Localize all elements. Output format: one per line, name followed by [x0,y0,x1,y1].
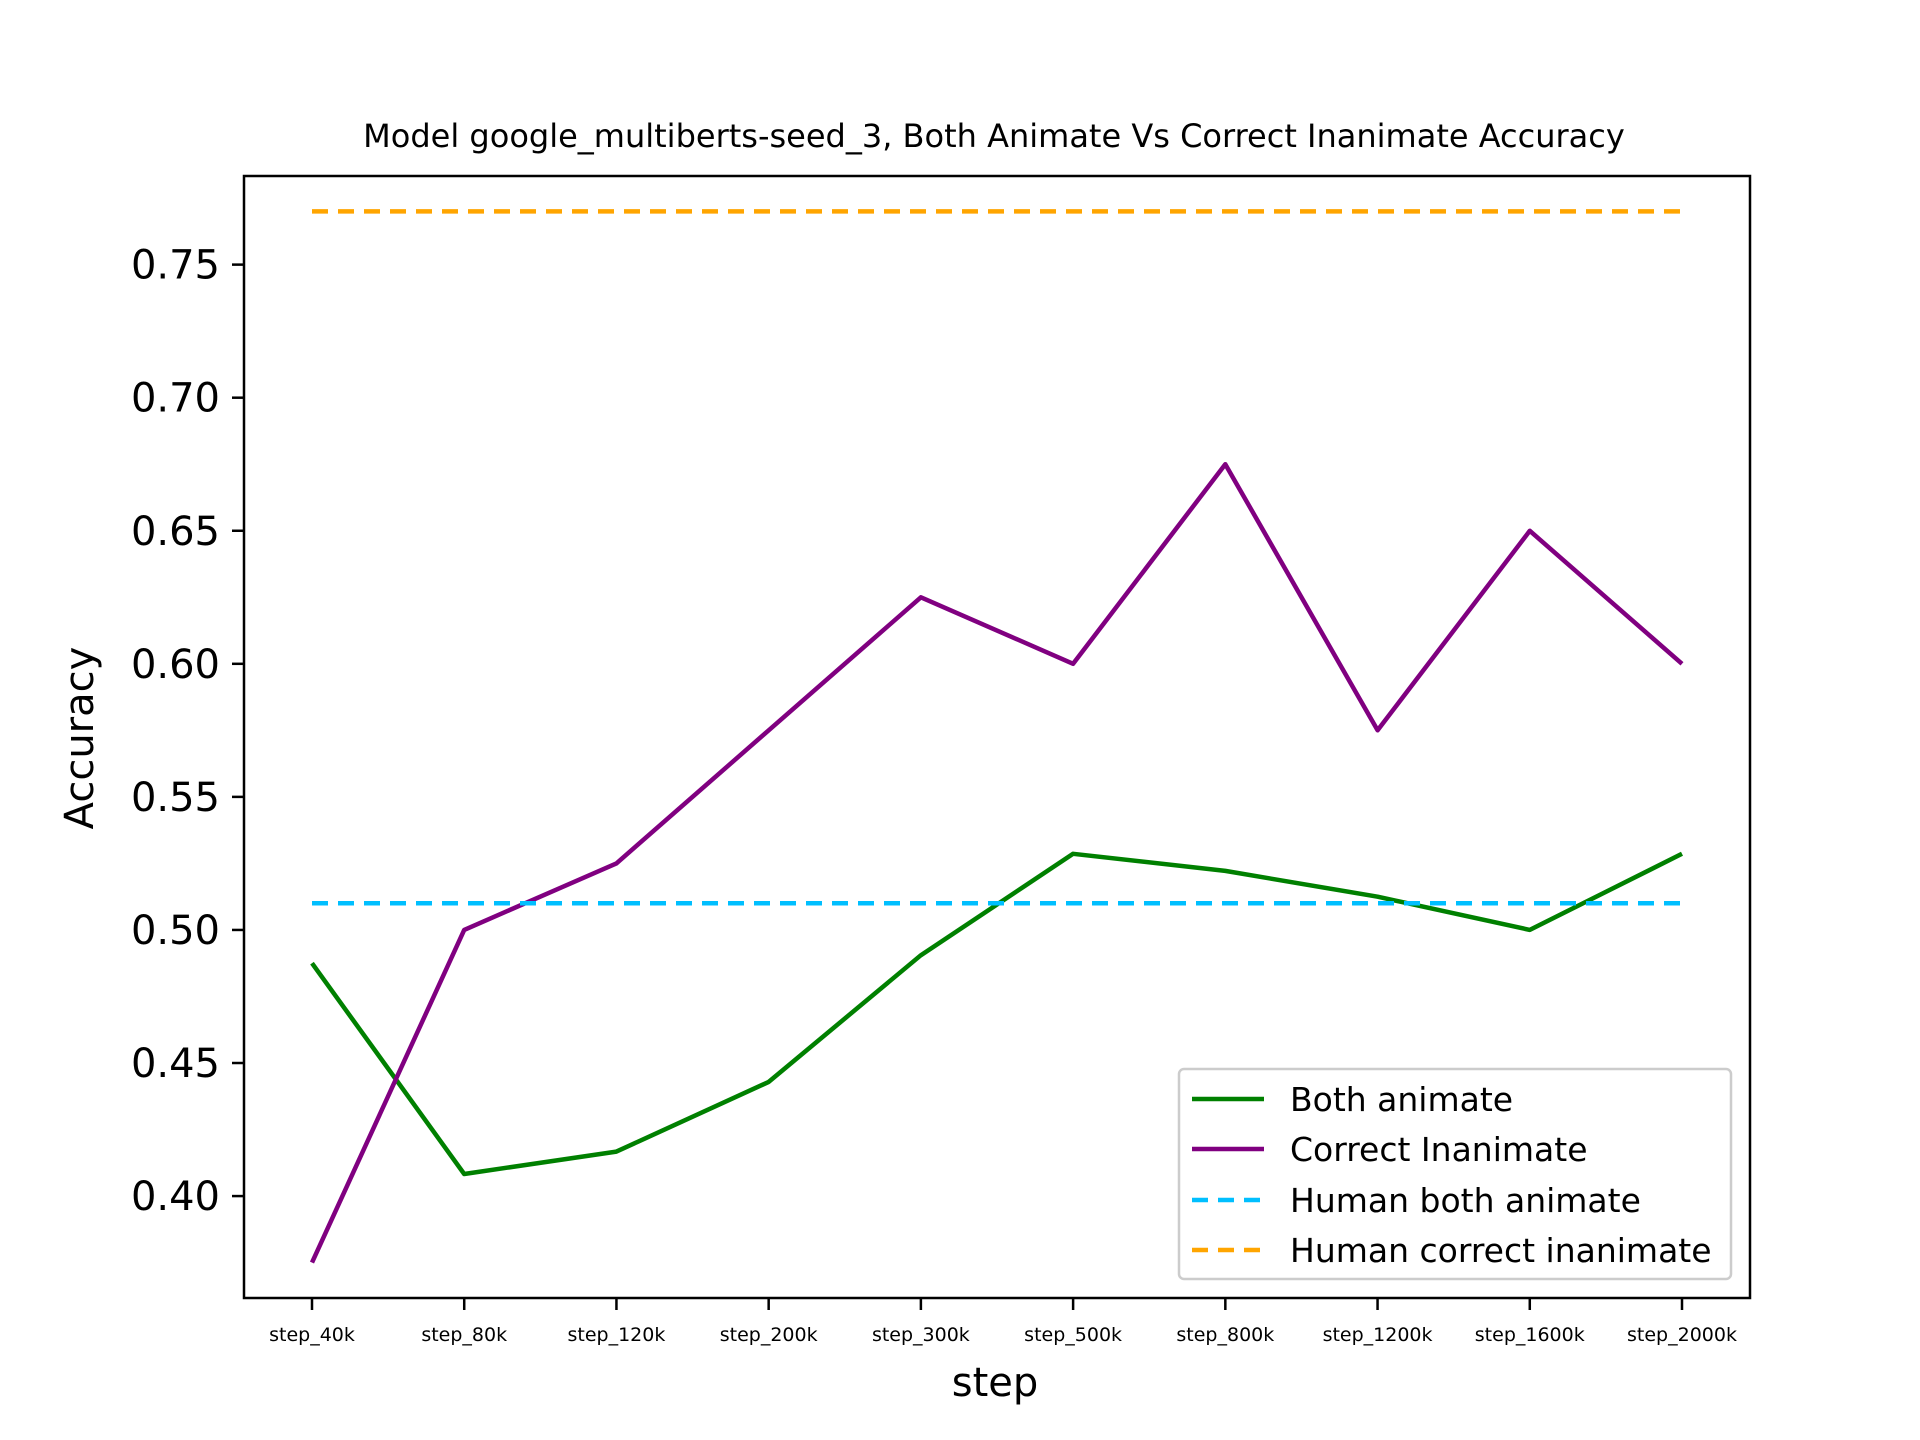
y-tick-label: 0.55 [131,775,220,821]
x-axis: step_40k step_80k step_120k step_200k step_3… [269,1298,1737,1346]
y-axis-label: Accuracy [57,647,103,830]
x-tick-label: step_200k [720,1324,818,1346]
y-tick-label: 0.70 [131,376,220,422]
legend-items: Both animate Correct Inanimate Human both … [1192,1080,1712,1270]
series-line-correct-inanimate [309,461,1684,1264]
legend-label: Human both animate [1290,1181,1641,1220]
y-tick-label: 0.65 [131,509,220,555]
chart-title: Model google_multiberts-seed_3, Both Ani… [363,117,1625,155]
y-tick-label: 0.50 [131,908,220,954]
x-tick-label: step_1200k [1323,1324,1433,1346]
x-tick-label: step_300k [872,1324,970,1346]
x-tick-label: step_1600k [1475,1324,1585,1346]
legend-box [1177,1067,1733,1281]
y-axis: 0.40 0.45 0.50 0.55 0.60 0.65 0.70 0.75 [131,243,244,1220]
x-tick-label: step_120k [568,1324,666,1346]
x-tick-label: step_40k [269,1324,355,1346]
y-tick-label: 0.45 [131,1041,220,1087]
y-tick-label: 0.75 [131,243,220,289]
plot-lines [309,209,1684,1264]
legend: Both animate Correct Inanimate Human both … [1177,1067,1733,1281]
x-tick-label: step_800k [1176,1324,1274,1346]
x-tick-label: step_2000k [1627,1324,1737,1346]
x-tick-label: step_80k [421,1324,507,1346]
legend-label: Both animate [1290,1080,1513,1119]
y-tick-label: 0.60 [131,642,220,688]
legend-label: Correct Inanimate [1290,1130,1588,1169]
x-tick-label: step_500k [1024,1324,1122,1346]
y-tick-label: 0.40 [131,1174,220,1220]
legend-label: Human correct inanimate [1290,1231,1712,1270]
x-axis-label: step [952,1360,1039,1406]
plot-frame [242,174,1752,1300]
